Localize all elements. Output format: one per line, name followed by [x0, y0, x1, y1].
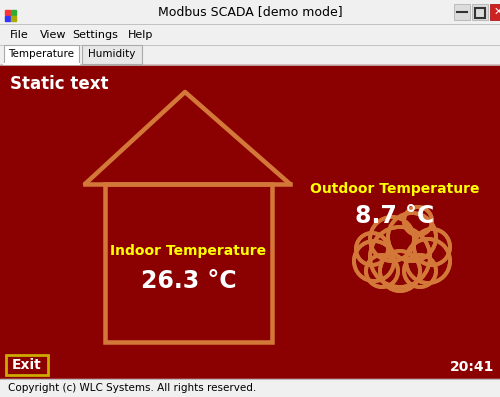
Text: Indoor Temperature: Indoor Temperature: [110, 244, 266, 258]
Bar: [0, 24, 500, 45]
Bar: [0, 65, 500, 379]
Bar: [0, 0, 500, 24]
Circle shape: [372, 228, 428, 285]
Text: Modbus SCADA [demo mode]: Modbus SCADA [demo mode]: [158, 6, 342, 19]
Text: View: View: [40, 29, 66, 39]
Circle shape: [358, 234, 386, 264]
Circle shape: [368, 256, 396, 285]
Circle shape: [406, 208, 430, 233]
FancyBboxPatch shape: [4, 45, 79, 64]
Circle shape: [382, 252, 418, 290]
Text: Settings: Settings: [72, 29, 118, 39]
Circle shape: [372, 218, 412, 260]
Bar: [475, 8, 485, 18]
Text: Humidity: Humidity: [88, 49, 136, 59]
Bar: [490, 4, 500, 20]
Text: Exit: Exit: [12, 358, 42, 372]
Circle shape: [390, 214, 434, 260]
Text: 20:41: 20:41: [450, 360, 494, 374]
Circle shape: [406, 256, 434, 285]
Text: Copyright (c) WLC Systems. All rights reserved.: Copyright (c) WLC Systems. All rights re…: [8, 383, 256, 393]
Text: ✕: ✕: [494, 7, 500, 17]
Circle shape: [416, 230, 448, 264]
Bar: [454, 4, 470, 20]
Text: Help: Help: [128, 29, 154, 39]
Text: 8.7 °C: 8.7 °C: [356, 204, 434, 228]
Bar: [5, 16, 10, 21]
Circle shape: [356, 243, 393, 279]
Text: Temperature: Temperature: [8, 49, 74, 59]
Text: Outdoor Temperature: Outdoor Temperature: [310, 182, 480, 196]
Bar: [11, 10, 16, 15]
Text: File: File: [10, 29, 29, 39]
Bar: [0, 379, 500, 397]
Bar: [472, 4, 488, 20]
Bar: [6, 355, 48, 375]
Bar: [5, 10, 10, 15]
Text: Static text: Static text: [10, 75, 108, 93]
Text: 26.3 °C: 26.3 °C: [140, 269, 236, 293]
Bar: [11, 16, 16, 21]
Bar: [105, 184, 272, 342]
Circle shape: [408, 240, 449, 281]
FancyBboxPatch shape: [82, 45, 142, 64]
